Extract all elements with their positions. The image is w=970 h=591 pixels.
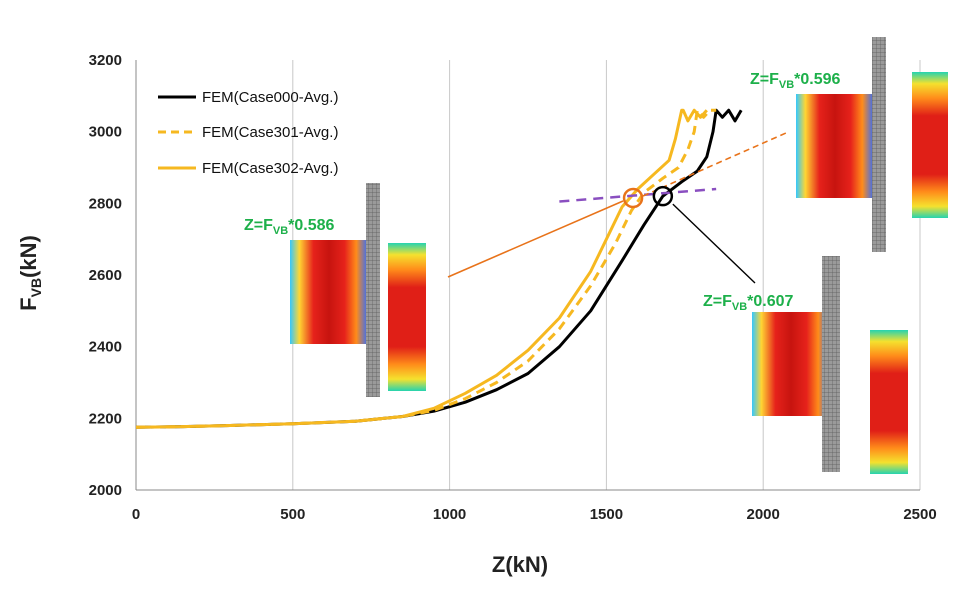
legend-label-case302: FEM(Case302-Avg.) [202, 160, 338, 177]
leader-line-0607 [672, 203, 756, 284]
y-tick-label: 2600 [89, 267, 122, 284]
series-line-2 [135, 108, 708, 429]
y-axis-title: FVB(kN) [16, 235, 44, 311]
y-axis-title-main: F [16, 297, 41, 310]
mesh-column [822, 256, 840, 472]
x-tick-label: 2000 [747, 506, 780, 523]
x-tick-label: 0 [132, 506, 140, 523]
column-contour [912, 72, 948, 218]
annotation-0607: Z=FVB*0.607 [703, 293, 794, 313]
x-axis-title: Z(kN) [492, 552, 548, 577]
x-tick-label: 2500 [903, 506, 936, 523]
contour-plot [796, 94, 874, 198]
annotation-0586: Z=FVB*0.586 [244, 217, 335, 237]
y-tick-label: 2200 [89, 410, 122, 427]
marker-layer [622, 185, 674, 209]
contour-plot [290, 240, 368, 344]
reference-layer [559, 187, 717, 203]
annotation-0596: Z=FVB*0.596 [750, 71, 841, 91]
arrow-layer [447, 132, 787, 284]
series-layer [135, 108, 743, 429]
y-axis-title-unit: (kN) [16, 235, 41, 278]
fem-inset-2 [796, 37, 948, 252]
svg-text:FVB(kN): FVB(kN) [16, 235, 44, 311]
y-tick-label: 2400 [89, 339, 122, 356]
legend-label-case301: FEM(Case301-Avg.) [202, 124, 338, 141]
x-tick-label: 500 [280, 506, 305, 523]
tick-layer: 0 500 1000 1500 2000 2500 2000 2200 2400 2600 2800… [89, 52, 937, 523]
fem-inset-1 [290, 183, 426, 397]
x-tick-label: 1500 [590, 506, 623, 523]
leader-line-0596 [642, 132, 787, 197]
reference-line [559, 187, 717, 203]
marker-circle-1 [652, 185, 674, 207]
mesh-column [366, 183, 380, 397]
series-line-1 [135, 108, 717, 429]
y-tick-label: 2000 [89, 482, 122, 499]
column-contour [870, 330, 908, 474]
series-line-0 [135, 108, 743, 429]
leader-line-0586 [447, 200, 624, 278]
legend-label-case000: FEM(Case000-Avg.) [202, 89, 338, 106]
contour-plot [752, 312, 830, 416]
mesh-column [872, 37, 886, 252]
x-tick-label: 1000 [433, 506, 466, 523]
fem-inset-3 [752, 256, 908, 474]
y-tick-label: 2800 [89, 195, 122, 212]
y-axis-title-sub: VB [28, 278, 44, 297]
legend: FEM(Case000-Avg.) FEM(Case301-Avg.) FEM(… [158, 89, 338, 177]
marker-circle-0 [622, 187, 644, 209]
y-tick-label: 3000 [89, 124, 122, 141]
y-tick-label: 3200 [89, 52, 122, 69]
column-contour [388, 243, 426, 391]
